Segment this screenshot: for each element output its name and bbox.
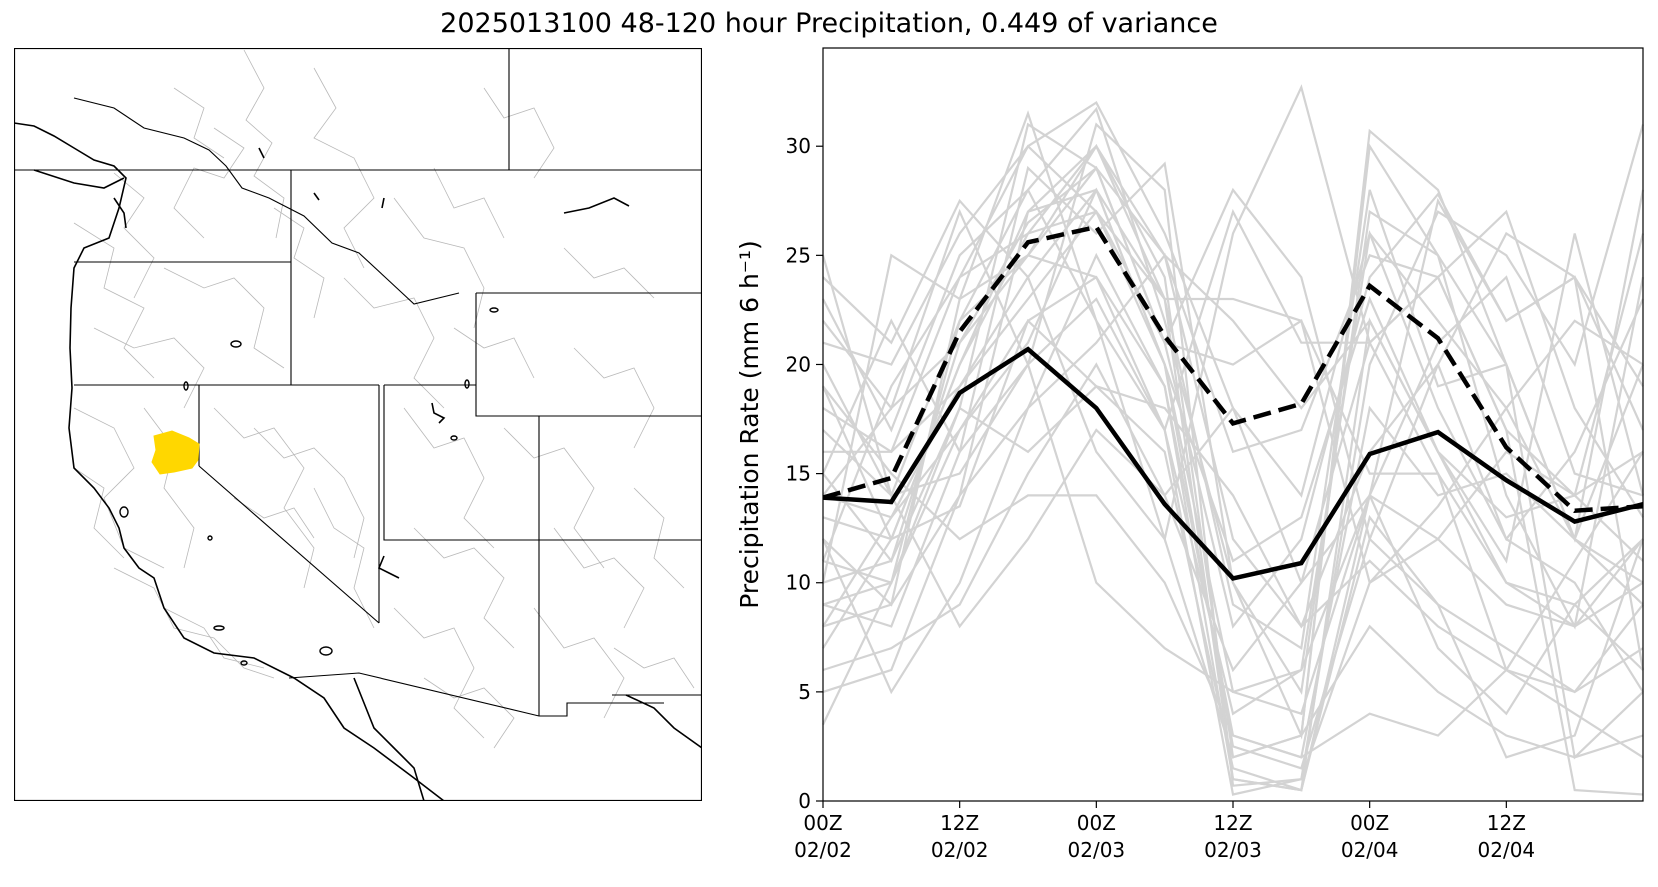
y-tick-label: 0 [798, 789, 811, 813]
ensemble-member-line-18 [822, 165, 1645, 629]
y-tick-label: 30 [786, 134, 811, 158]
figure-title: 2025013100 48-120 hour Precipitation, 0.… [440, 8, 1218, 39]
y-tick-label: 25 [786, 243, 811, 267]
ensemble-member-line-9 [821, 233, 1645, 792]
state-boundaries [14, 48, 702, 717]
ensemble-member-line-26 [821, 101, 1645, 562]
x-tick-label-time: 12Z [1487, 811, 1526, 835]
ensemble-mean-line [822, 346, 1644, 581]
ensemble-member-line-7 [822, 122, 1645, 787]
x-tick-label-time: 12Z [940, 811, 979, 835]
axes: 0 5 10 15 20 25 30 00Z 02/02 12Z 02/02 00Z 02/03 12Z 0… [786, 134, 1536, 862]
ensemble-members [821, 84, 1645, 796]
ensemble-member-line-27 [822, 143, 1644, 651]
x-tick-label-time: 00Z [803, 811, 842, 835]
ensemble-member-line-29 [822, 385, 1644, 759]
basin-boundaries [73, 49, 695, 749]
highlighted-basin [151, 430, 200, 475]
y-tick-label: 20 [786, 352, 811, 376]
lakes [119, 307, 499, 666]
ensemble-member-line-30 [822, 209, 1644, 627]
ensemble-member-line-22 [822, 166, 1644, 606]
x-tick-label-date: 02/02 [931, 838, 989, 862]
ensemble-member-line-17 [822, 144, 1645, 585]
x-tick-label-date: 02/03 [1204, 838, 1262, 862]
x-tick-label-time: 00Z [1077, 811, 1116, 835]
mean-plus-std-line [822, 224, 1644, 514]
y-axis-label: Precipitation Rate (mm 6 h⁻¹) [735, 240, 764, 609]
x-tick-label-time: 12Z [1213, 811, 1252, 835]
x-tick-label-date: 02/03 [1068, 838, 1126, 862]
x-tick-label-date: 02/04 [1478, 838, 1536, 862]
western-us-basin-map [14, 48, 702, 801]
x-tick-label-time: 00Z [1350, 811, 1389, 835]
map-svg [14, 48, 702, 801]
ensemble-member-line-12 [821, 318, 1644, 694]
ensemble-member-line-21 [822, 188, 1644, 716]
y-tick-label: 5 [798, 680, 811, 704]
x-tick-label-date: 02/04 [1341, 838, 1399, 862]
ensemble-member-line-24 [822, 209, 1644, 673]
ensemble-member-line-1 [822, 144, 1644, 541]
ensemble-statistics [822, 224, 1644, 581]
coastline [14, 122, 702, 801]
x-tick-label-date: 02/02 [794, 838, 852, 862]
y-tick-label: 10 [786, 571, 811, 595]
y-tick-label: 15 [786, 462, 811, 486]
map-frame [14, 48, 702, 801]
ensemble-member-line-25 [822, 187, 1644, 792]
